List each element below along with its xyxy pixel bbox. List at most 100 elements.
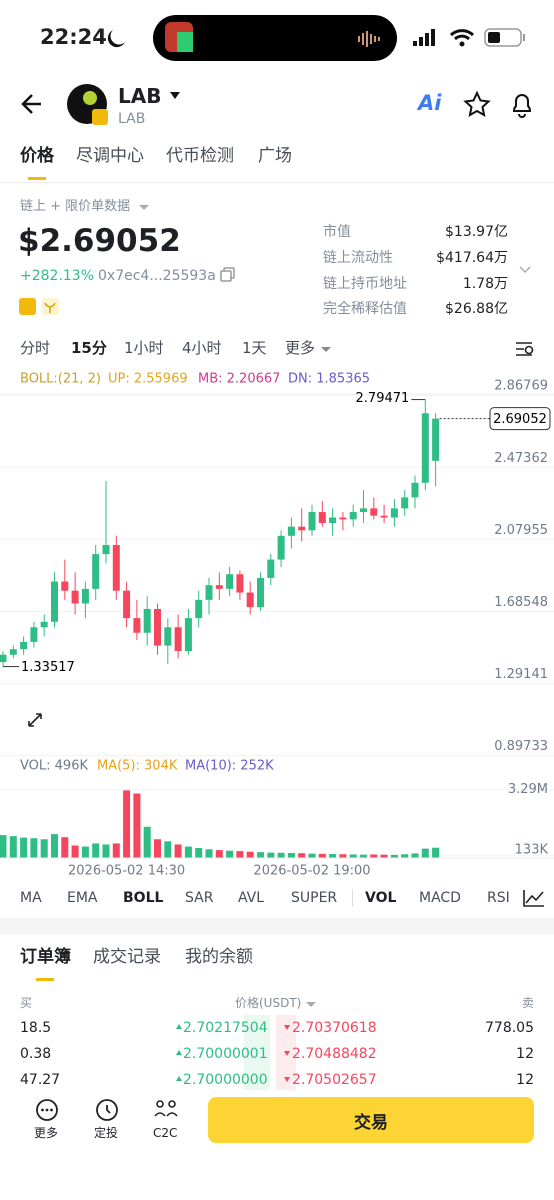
buy-qty: 0.38 <box>20 1046 52 1062</box>
indicator-settings[interactable] <box>514 886 554 910</box>
bottom-item[interactable]: 定投 <box>94 1126 119 1140</box>
volume-bar <box>390 854 398 858</box>
candle-body <box>184 618 192 652</box>
chart: BOLL:(21, 2) UP: 2.55969 MB: 2.20667 DN: 1.… <box>0 372 554 879</box>
indicator-legend: DN: 1.85365 <box>288 372 370 387</box>
stat-label: 完全稀释估值 <box>323 301 407 317</box>
y-tick-label: 2.07955 <box>494 523 548 538</box>
candle-body <box>20 641 28 650</box>
up-arrow <box>176 1024 182 1029</box>
volume-bar <box>329 854 337 858</box>
indicator[interactable]: EMA <box>67 890 98 906</box>
volume-bar <box>421 848 429 858</box>
orderbook-tab[interactable]: 订单簿 <box>20 947 71 967</box>
indicator[interactable]: VOL <box>365 890 397 906</box>
volume-legend: MA(10): 252K <box>185 759 274 774</box>
bottom-item[interactable]: 更多 <box>34 1126 59 1140</box>
volume-tick-label: 3.29M <box>508 782 548 797</box>
tab[interactable]: 代币检测 <box>166 146 234 166</box>
dropdown <box>139 205 149 210</box>
candle-body <box>370 508 378 516</box>
interval[interactable]: 1天 <box>242 339 267 357</box>
volume-bar <box>123 790 131 858</box>
expand[interactable] <box>518 265 532 275</box>
fullscreen[interactable] <box>22 707 48 733</box>
indicator[interactable]: SAR <box>185 890 214 906</box>
volume-bar <box>164 841 172 858</box>
buy-qty: 47.27 <box>20 1072 61 1088</box>
trade-button[interactable]: 交易 <box>208 1097 534 1143</box>
chart-settings[interactable] <box>514 340 536 358</box>
indicator[interactable]: MA <box>20 890 42 906</box>
volume-bar <box>20 837 28 858</box>
tab[interactable]: 广场 <box>258 146 292 166</box>
down-arrow <box>284 1077 290 1082</box>
volume-bar <box>308 853 316 858</box>
indicator[interactable]: MACD <box>419 890 461 906</box>
ask-price[interactable]: 2.70502657 <box>292 1072 377 1088</box>
ask-price[interactable]: 2.70370618 <box>292 1020 377 1036</box>
volume-bar <box>370 854 378 858</box>
volume-bar <box>411 853 419 858</box>
status-time: 22:24 <box>40 25 107 49</box>
stat-value: $417.64万 <box>436 250 508 266</box>
bid-price[interactable]: 2.70217504 <box>183 1020 268 1036</box>
column-header[interactable]: 价格(USDT) <box>235 996 302 1010</box>
up-arrow <box>176 1050 182 1055</box>
dropdown <box>306 1002 316 1007</box>
interval[interactable]: 分时 <box>20 339 51 357</box>
volume-bar <box>298 853 306 858</box>
bid-price[interactable]: 2.70000000 <box>183 1072 268 1088</box>
orderbook-tab[interactable]: 成交记录 <box>93 947 161 967</box>
indicator[interactable]: BOLL <box>123 890 164 906</box>
candle-body <box>432 418 440 461</box>
copy-icon[interactable] <box>220 267 236 283</box>
volume-bar <box>277 852 285 858</box>
ask-price[interactable]: 2.70488482 <box>292 1046 377 1062</box>
sell-qty: 778.05 <box>485 1020 534 1036</box>
volume-bar <box>184 846 192 858</box>
ai-button[interactable]: Ai <box>418 91 442 115</box>
interval[interactable]: 更多 <box>285 339 316 357</box>
status-icons <box>107 15 525 61</box>
volume-bar <box>246 851 254 858</box>
y-tick-label: 2.47362 <box>494 451 548 466</box>
bid-price[interactable]: 2.70000001 <box>183 1046 268 1062</box>
tab[interactable]: 尽调中心 <box>76 146 144 166</box>
tab[interactable]: 价格 <box>20 146 54 166</box>
last-price-label: 2.69052 <box>493 412 547 427</box>
candle-body <box>277 535 285 560</box>
indicator[interactable]: RSI <box>487 890 510 906</box>
volume-bar <box>318 853 326 858</box>
price: $2.69052 <box>18 223 181 259</box>
depth-bar <box>244 1015 270 1093</box>
candle-body <box>349 512 357 520</box>
candle-body <box>267 559 275 578</box>
indicator[interactable]: SUPER <box>291 890 338 906</box>
interval[interactable]: 4小时 <box>182 339 222 357</box>
volume-bar <box>349 854 357 858</box>
star[interactable] <box>463 90 491 117</box>
candle-body <box>298 526 306 531</box>
candle-body <box>112 544 120 591</box>
volume-bar <box>195 848 203 858</box>
interval[interactable]: 15分 <box>71 339 107 357</box>
bell[interactable] <box>512 94 532 118</box>
back-button[interactable] <box>21 94 41 114</box>
bottom-item[interactable]: C2C <box>153 1126 178 1140</box>
data-source[interactable]: 链上 + 限价单数据 <box>20 199 131 214</box>
interval[interactable]: 1小时 <box>124 339 164 357</box>
y-tick-label: 0.89733 <box>494 739 548 754</box>
x-tick-label: 2026-05-02 14:30 <box>68 864 185 879</box>
indicator-legend: MB: 2.20667 <box>198 372 280 387</box>
stat-value: 1.78万 <box>462 276 508 292</box>
x-tick-label: 2026-05-02 19:00 <box>253 864 370 879</box>
candle-body <box>174 627 182 652</box>
stat-label: 链上流动性 <box>323 250 393 266</box>
volume-bar <box>267 852 275 858</box>
candle-body <box>154 608 161 646</box>
orderbook-tab[interactable]: 我的余额 <box>185 947 253 967</box>
last-price-box <box>489 407 551 431</box>
indicator[interactable]: AVL <box>238 890 265 906</box>
